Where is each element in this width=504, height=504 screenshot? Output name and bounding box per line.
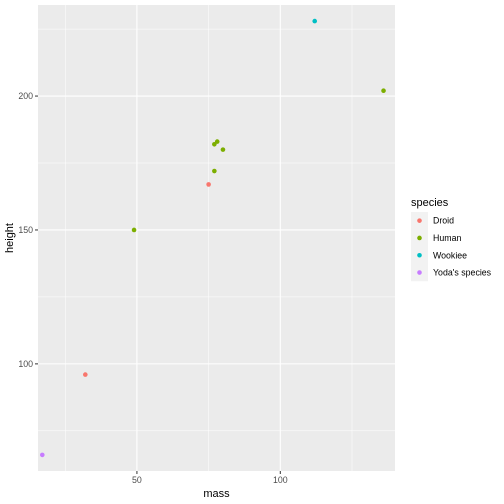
- data-point: [220, 147, 226, 152]
- data-points: [40, 18, 386, 458]
- y-tick-label: 100: [18, 359, 33, 369]
- legend-label: Human: [433, 233, 461, 243]
- data-point: [381, 88, 386, 94]
- data-point: [83, 372, 88, 377]
- legend: species Droid Human Wookiee Yoda's species: [411, 197, 492, 282]
- y-tick-label: 200: [18, 91, 33, 101]
- legend-label: Droid: [433, 216, 454, 226]
- data-point: [206, 182, 211, 187]
- x-tick-label: 100: [273, 475, 288, 485]
- y-axis-title: height: [4, 223, 16, 253]
- legend-title: species: [411, 197, 449, 209]
- x-axis-title: mass: [203, 488, 230, 500]
- data-point: [312, 18, 318, 24]
- legend-key: [417, 252, 422, 258]
- data-point: [212, 168, 217, 174]
- legend-label: Wookiee: [433, 250, 467, 260]
- data-point: [214, 139, 220, 144]
- plot-panel: [38, 5, 395, 471]
- legend-key: [417, 218, 422, 223]
- axis-ticks: 50 100 100 150 200: [18, 91, 287, 485]
- legend-key-background: [411, 212, 428, 282]
- x-tick-label: 50: [132, 475, 142, 485]
- grid-lines: [38, 5, 395, 471]
- legend-key: [417, 270, 422, 275]
- y-tick-label: 150: [18, 225, 33, 235]
- data-point: [131, 227, 137, 233]
- data-point: [40, 452, 45, 458]
- legend-key: [417, 235, 422, 241]
- legend-label: Yoda's species: [433, 268, 492, 278]
